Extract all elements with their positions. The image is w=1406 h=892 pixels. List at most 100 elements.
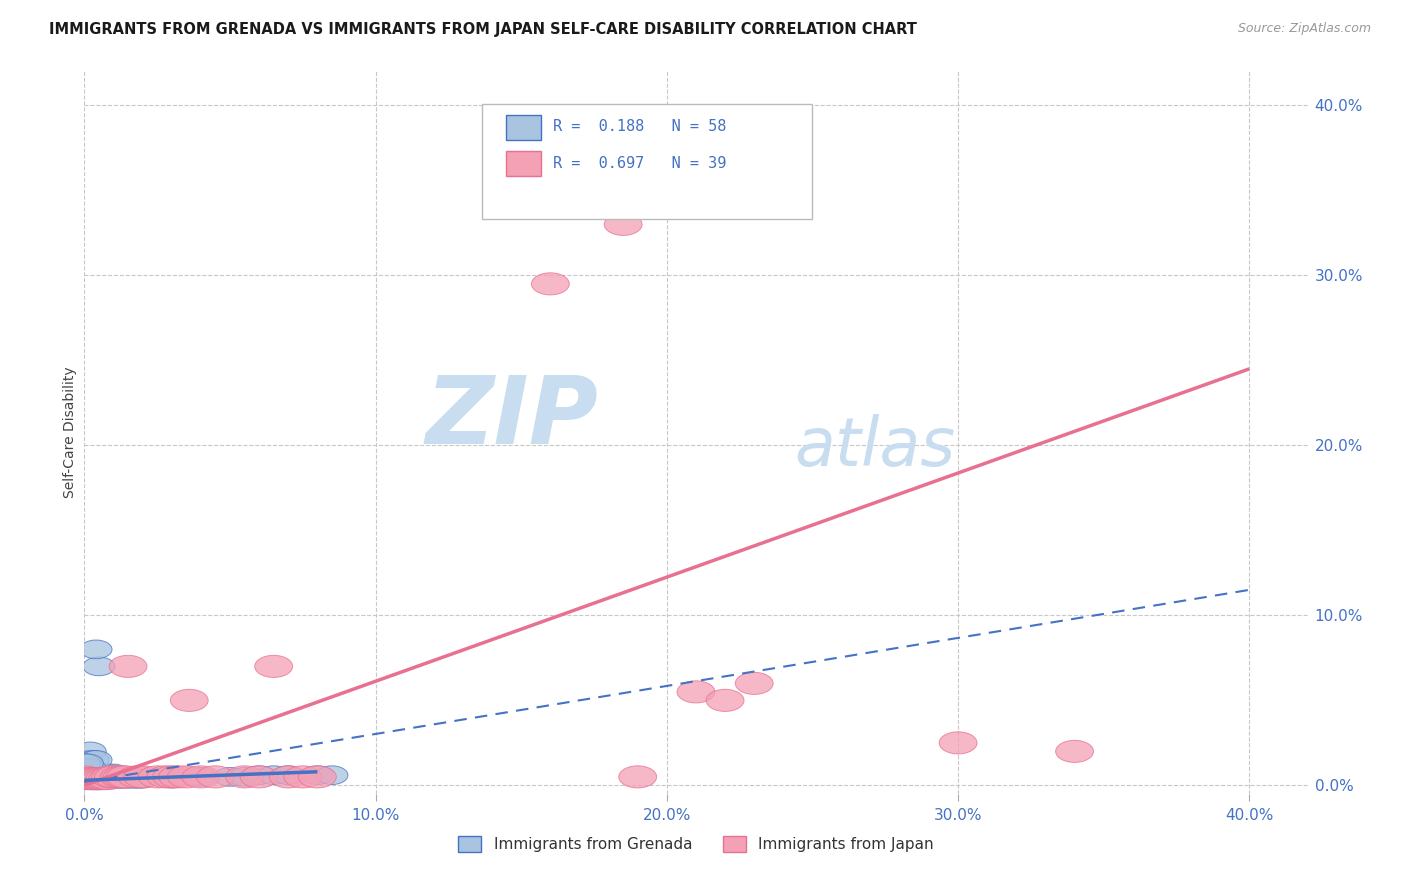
Ellipse shape — [69, 771, 100, 789]
Ellipse shape — [91, 764, 124, 783]
Ellipse shape — [118, 769, 150, 788]
Ellipse shape — [75, 759, 107, 778]
Ellipse shape — [77, 750, 110, 769]
Ellipse shape — [80, 750, 112, 769]
Text: R =  0.697   N = 39: R = 0.697 N = 39 — [553, 155, 727, 170]
Ellipse shape — [167, 766, 205, 788]
Ellipse shape — [77, 771, 110, 789]
Ellipse shape — [83, 767, 121, 789]
Ellipse shape — [257, 766, 290, 785]
Ellipse shape — [69, 754, 100, 772]
Ellipse shape — [107, 766, 143, 788]
Ellipse shape — [86, 766, 118, 785]
Ellipse shape — [197, 766, 235, 788]
Ellipse shape — [89, 767, 127, 789]
FancyBboxPatch shape — [482, 103, 813, 219]
Ellipse shape — [605, 213, 643, 235]
Ellipse shape — [214, 767, 246, 786]
Ellipse shape — [83, 657, 115, 676]
Ellipse shape — [86, 767, 124, 789]
Ellipse shape — [80, 771, 112, 789]
Ellipse shape — [83, 771, 115, 789]
FancyBboxPatch shape — [506, 151, 541, 176]
Ellipse shape — [156, 769, 188, 788]
Ellipse shape — [159, 766, 197, 788]
Ellipse shape — [86, 771, 118, 789]
Ellipse shape — [706, 690, 744, 712]
Ellipse shape — [170, 690, 208, 712]
Text: atlas: atlas — [794, 414, 955, 480]
Ellipse shape — [100, 769, 132, 788]
Ellipse shape — [115, 769, 148, 788]
Ellipse shape — [254, 656, 292, 677]
Ellipse shape — [127, 769, 159, 788]
Ellipse shape — [80, 771, 112, 789]
Text: IMMIGRANTS FROM GRENADA VS IMMIGRANTS FROM JAPAN SELF-CARE DISABILITY CORRELATIO: IMMIGRANTS FROM GRENADA VS IMMIGRANTS FR… — [49, 22, 917, 37]
Ellipse shape — [69, 759, 100, 778]
FancyBboxPatch shape — [506, 115, 541, 140]
Ellipse shape — [678, 681, 714, 703]
Ellipse shape — [97, 764, 129, 783]
Ellipse shape — [121, 769, 153, 788]
Ellipse shape — [69, 767, 107, 789]
Ellipse shape — [80, 640, 112, 658]
Ellipse shape — [124, 766, 162, 788]
Ellipse shape — [240, 766, 278, 788]
Ellipse shape — [100, 766, 138, 788]
Ellipse shape — [75, 767, 112, 789]
Ellipse shape — [97, 769, 129, 788]
Text: Source: ZipAtlas.com: Source: ZipAtlas.com — [1237, 22, 1371, 36]
Ellipse shape — [124, 769, 156, 788]
Ellipse shape — [72, 771, 103, 789]
Ellipse shape — [284, 766, 322, 788]
Ellipse shape — [80, 764, 112, 783]
Ellipse shape — [270, 766, 307, 788]
Ellipse shape — [110, 656, 148, 677]
Ellipse shape — [225, 766, 263, 788]
Ellipse shape — [619, 766, 657, 788]
Ellipse shape — [75, 767, 107, 786]
Ellipse shape — [112, 769, 143, 788]
Ellipse shape — [1056, 740, 1094, 763]
Ellipse shape — [75, 763, 107, 781]
Ellipse shape — [316, 766, 347, 785]
Ellipse shape — [110, 769, 141, 788]
Ellipse shape — [103, 766, 141, 788]
Ellipse shape — [89, 769, 121, 788]
Ellipse shape — [735, 673, 773, 695]
Ellipse shape — [94, 769, 127, 788]
Ellipse shape — [91, 769, 124, 788]
Ellipse shape — [118, 766, 156, 788]
Ellipse shape — [301, 766, 333, 785]
Ellipse shape — [243, 766, 276, 785]
Ellipse shape — [273, 766, 304, 785]
Ellipse shape — [89, 764, 121, 783]
Ellipse shape — [66, 766, 103, 788]
Ellipse shape — [72, 767, 103, 786]
Ellipse shape — [91, 766, 129, 788]
Ellipse shape — [72, 750, 103, 769]
Ellipse shape — [103, 769, 135, 788]
Ellipse shape — [184, 767, 217, 786]
Ellipse shape — [75, 764, 107, 783]
Ellipse shape — [69, 767, 100, 786]
Ellipse shape — [72, 754, 103, 772]
Ellipse shape — [181, 766, 219, 788]
Ellipse shape — [138, 766, 176, 788]
Text: R =  0.188   N = 58: R = 0.188 N = 58 — [553, 120, 727, 135]
Ellipse shape — [229, 767, 260, 786]
Ellipse shape — [72, 759, 103, 778]
Ellipse shape — [77, 767, 115, 789]
Ellipse shape — [94, 766, 132, 788]
Ellipse shape — [77, 764, 110, 783]
Ellipse shape — [75, 771, 107, 789]
Ellipse shape — [107, 769, 138, 788]
Ellipse shape — [69, 764, 100, 783]
Ellipse shape — [75, 742, 107, 761]
Ellipse shape — [72, 767, 110, 789]
Ellipse shape — [148, 766, 184, 788]
Legend: Immigrants from Grenada, Immigrants from Japan: Immigrants from Grenada, Immigrants from… — [453, 830, 939, 858]
Ellipse shape — [72, 764, 103, 783]
Ellipse shape — [939, 731, 977, 754]
Text: ZIP: ZIP — [425, 372, 598, 464]
